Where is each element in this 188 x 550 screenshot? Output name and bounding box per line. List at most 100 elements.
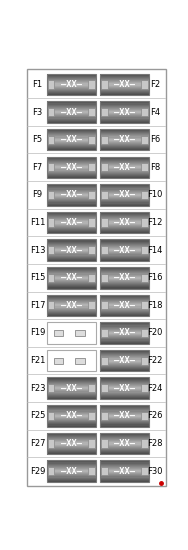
Bar: [47, 191, 96, 193]
Bar: [100, 76, 149, 77]
Bar: [47, 214, 96, 216]
Bar: [100, 326, 149, 327]
Bar: [100, 227, 149, 228]
Bar: [47, 228, 96, 229]
Bar: [47, 414, 96, 415]
Bar: [100, 407, 149, 409]
Bar: [141, 329, 148, 337]
Text: F11: F11: [30, 218, 45, 227]
Text: F30: F30: [148, 466, 163, 476]
Bar: [88, 246, 95, 254]
Bar: [47, 175, 96, 177]
Text: F8: F8: [150, 163, 160, 172]
Bar: [47, 416, 96, 417]
Bar: [100, 394, 149, 395]
Bar: [100, 185, 149, 186]
Bar: [47, 307, 96, 309]
Bar: [47, 257, 96, 259]
Bar: [100, 421, 149, 423]
Bar: [47, 146, 96, 147]
Bar: [100, 139, 149, 140]
Bar: [100, 162, 149, 163]
Bar: [47, 398, 96, 399]
Bar: [100, 433, 149, 434]
Bar: [100, 377, 149, 399]
Bar: [47, 110, 96, 111]
Bar: [47, 112, 96, 113]
Bar: [141, 467, 148, 475]
Bar: [100, 239, 149, 241]
Bar: [100, 252, 149, 254]
Bar: [100, 369, 149, 371]
Bar: [100, 360, 149, 361]
Bar: [47, 160, 96, 161]
Bar: [47, 255, 96, 256]
Bar: [47, 477, 96, 479]
Text: –XX–: –XX–: [114, 411, 135, 420]
Text: –XX–: –XX–: [114, 135, 135, 144]
Bar: [100, 300, 149, 301]
Bar: [100, 315, 149, 316]
Bar: [100, 87, 149, 89]
Bar: [100, 460, 149, 462]
Bar: [100, 365, 149, 366]
Bar: [100, 301, 149, 302]
Bar: [47, 469, 96, 470]
Bar: [100, 92, 149, 94]
Bar: [100, 175, 149, 177]
Bar: [47, 283, 96, 284]
Bar: [100, 468, 149, 469]
Bar: [100, 113, 149, 114]
Bar: [100, 340, 149, 342]
Bar: [100, 195, 149, 196]
Bar: [47, 150, 96, 151]
Bar: [47, 417, 96, 419]
Bar: [48, 108, 54, 116]
Bar: [100, 438, 149, 439]
Bar: [47, 76, 96, 77]
Bar: [47, 310, 96, 311]
Bar: [47, 139, 96, 140]
Bar: [47, 315, 96, 316]
Bar: [47, 444, 96, 446]
Bar: [88, 108, 95, 116]
Bar: [47, 167, 96, 169]
Bar: [47, 103, 96, 105]
Bar: [100, 285, 149, 287]
Bar: [100, 229, 149, 230]
Bar: [47, 277, 96, 278]
Bar: [47, 279, 96, 280]
Bar: [47, 285, 96, 287]
Text: F14: F14: [148, 246, 163, 255]
Bar: [100, 167, 149, 169]
Bar: [47, 239, 96, 261]
Bar: [47, 481, 96, 482]
Bar: [100, 107, 149, 108]
Bar: [47, 383, 96, 384]
Bar: [47, 267, 96, 289]
Bar: [100, 218, 149, 219]
Bar: [47, 232, 96, 234]
Text: F6: F6: [150, 135, 160, 144]
Bar: [47, 79, 96, 80]
Bar: [47, 204, 96, 205]
Bar: [100, 248, 149, 250]
Bar: [47, 248, 96, 250]
Bar: [100, 303, 149, 305]
Bar: [47, 144, 96, 145]
Bar: [47, 101, 96, 103]
Bar: [47, 147, 96, 148]
Bar: [100, 385, 149, 387]
Bar: [47, 118, 96, 119]
Bar: [100, 250, 149, 251]
Bar: [100, 442, 149, 444]
Bar: [47, 81, 96, 82]
Bar: [47, 119, 96, 121]
Bar: [141, 80, 148, 89]
Bar: [47, 140, 96, 141]
Bar: [47, 312, 96, 313]
Bar: [47, 148, 96, 150]
Bar: [47, 267, 96, 268]
Bar: [100, 141, 149, 142]
Bar: [101, 412, 108, 420]
